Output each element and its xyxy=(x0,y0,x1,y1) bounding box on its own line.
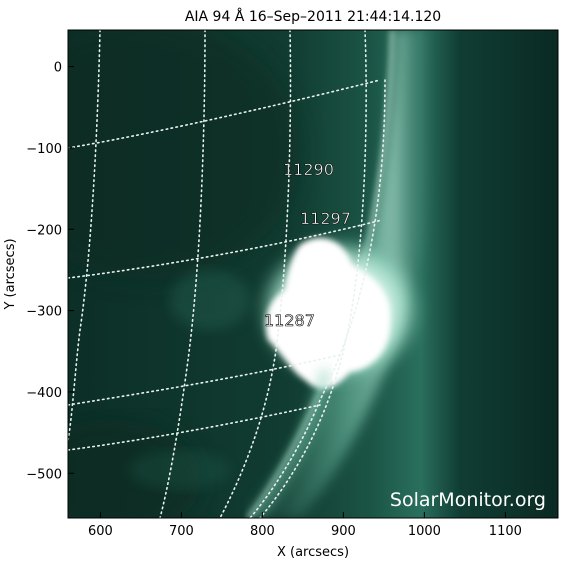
y-tick-label: −500 xyxy=(26,467,62,482)
y-axis: 0 −100 −200 −300 −400 −500 xyxy=(26,61,74,482)
region-label-11297: 11297 xyxy=(300,209,351,228)
y-tick-label: −400 xyxy=(26,386,62,401)
y-tick-label: 0 xyxy=(54,61,62,76)
x-tick-label: 900 xyxy=(331,524,356,539)
y-tick-label: −200 xyxy=(26,223,62,238)
x-tick-label: 800 xyxy=(250,524,275,539)
y-axis-label: Y (arcsecs) xyxy=(3,238,18,310)
region-label-11290: 11290 xyxy=(283,160,334,179)
y-tick-label: −300 xyxy=(26,305,62,320)
watermark: SolarMonitor.org xyxy=(390,489,546,511)
x-tick-label: 1000 xyxy=(408,524,441,539)
x-tick-label: 600 xyxy=(88,524,113,539)
solar-image: 11290 11297 11287 SolarMonitor.org xyxy=(68,30,558,518)
heliographic-grid xyxy=(68,30,386,518)
x-tick-label: 700 xyxy=(169,524,194,539)
plot-frame xyxy=(67,29,559,519)
y-tick-label: −100 xyxy=(26,142,62,157)
region-label-11287: 11287 xyxy=(264,311,315,330)
x-axis-label: X (arcsecs) xyxy=(277,545,349,560)
x-tick-label: 1100 xyxy=(489,524,522,539)
image-title: AIA 94 Å 16–Sep–2011 21:44:14.120 xyxy=(185,8,441,25)
x-axis: 600 700 800 900 1000 1100 xyxy=(88,512,522,539)
